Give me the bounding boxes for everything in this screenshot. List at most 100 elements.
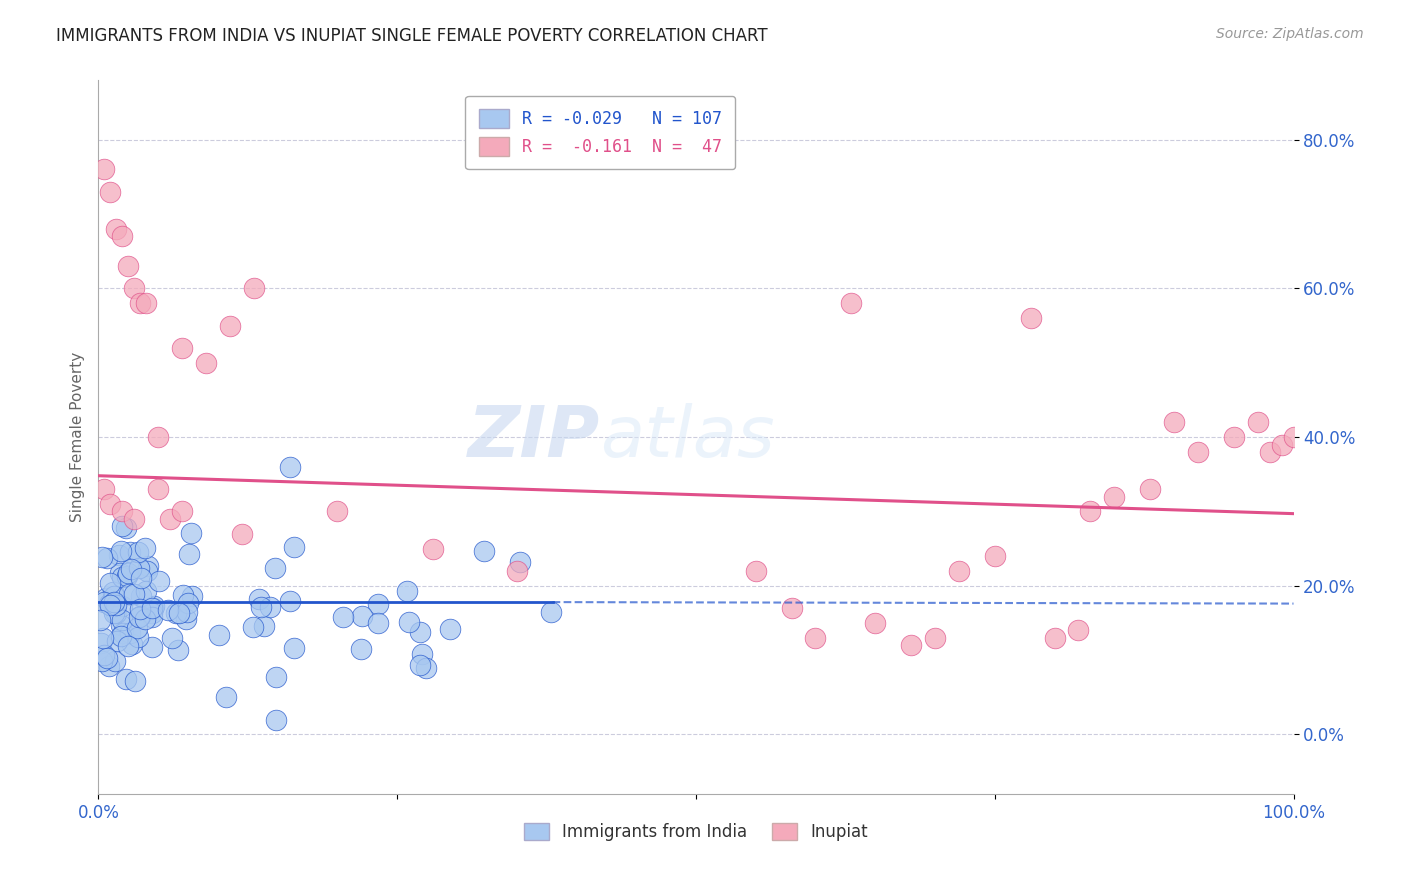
Point: [110, 543, 132, 558]
Point: [166, 643, 188, 657]
Point: [117, 566, 139, 580]
Point: [111, 504, 134, 518]
Point: [439, 622, 461, 636]
Text: atlas: atlas: [600, 402, 775, 472]
Point: [948, 564, 970, 578]
Point: [118, 587, 141, 601]
Point: [411, 648, 433, 662]
Point: [134, 541, 156, 555]
Point: [1247, 415, 1270, 429]
Point: [141, 606, 163, 620]
Point: [110, 618, 132, 632]
Point: [122, 587, 145, 601]
Point: [924, 631, 946, 645]
Point: [135, 564, 157, 578]
Point: [120, 562, 142, 576]
Point: [242, 620, 264, 634]
Point: [141, 609, 163, 624]
Point: [128, 561, 150, 575]
Point: [98, 497, 122, 511]
Point: [215, 690, 238, 704]
Point: [91, 631, 114, 645]
Point: [176, 605, 198, 619]
Point: [350, 609, 373, 624]
Point: [98, 658, 121, 673]
Point: [250, 599, 273, 614]
Point: [180, 526, 202, 541]
Point: [409, 625, 432, 640]
Point: [283, 640, 305, 655]
Point: [509, 555, 531, 569]
Point: [124, 281, 146, 295]
Point: [159, 512, 181, 526]
Point: [195, 356, 218, 370]
Point: [98, 185, 122, 199]
Point: [177, 596, 200, 610]
Point: [103, 606, 125, 620]
Point: [172, 504, 194, 518]
Point: [264, 670, 287, 684]
Point: [332, 610, 354, 624]
Point: [367, 615, 389, 630]
Point: [422, 541, 444, 556]
Point: [105, 606, 128, 620]
Point: [105, 222, 128, 236]
Point: [1080, 504, 1102, 518]
Point: [121, 637, 143, 651]
Point: [326, 504, 349, 518]
Point: [1139, 482, 1161, 496]
Point: [395, 584, 418, 599]
Point: [177, 547, 200, 561]
Point: [129, 571, 152, 585]
Point: [398, 615, 420, 630]
Point: [1282, 430, 1305, 444]
Legend: Immigrants from India, Inupiat: Immigrants from India, Inupiat: [516, 815, 876, 850]
Point: [129, 608, 152, 623]
Point: [117, 640, 139, 654]
Point: [108, 548, 131, 562]
Point: [745, 564, 768, 578]
Point: [219, 318, 242, 333]
Point: [984, 549, 1007, 563]
Point: [108, 566, 131, 581]
Point: [91, 654, 114, 668]
Point: [111, 570, 134, 584]
Point: [474, 544, 496, 558]
Point: [1187, 445, 1209, 459]
Point: [127, 545, 149, 559]
Point: [111, 519, 134, 533]
Point: [93, 162, 115, 177]
Point: [96, 551, 118, 566]
Point: [415, 661, 437, 675]
Point: [103, 589, 125, 603]
Point: [350, 641, 373, 656]
Point: [249, 592, 271, 607]
Point: [208, 627, 231, 641]
Point: [900, 638, 922, 652]
Point: [141, 600, 163, 615]
Point: [367, 597, 389, 611]
Point: [93, 648, 115, 662]
Point: [125, 621, 148, 635]
Point: [120, 545, 142, 559]
Point: [409, 657, 432, 672]
Point: [1067, 624, 1090, 638]
Point: [278, 593, 301, 607]
Point: [278, 459, 301, 474]
Point: [165, 606, 187, 620]
Point: [143, 599, 166, 614]
Point: [264, 561, 287, 575]
Point: [111, 613, 134, 627]
Point: [283, 541, 305, 555]
Y-axis label: Single Female Poverty: Single Female Poverty: [69, 352, 84, 522]
Point: [135, 584, 157, 599]
Point: [115, 672, 138, 686]
Point: [117, 259, 139, 273]
Point: [129, 296, 152, 310]
Point: [142, 600, 165, 615]
Point: [231, 526, 253, 541]
Point: [264, 713, 287, 727]
Text: IMMIGRANTS FROM INDIA VS INUPIAT SINGLE FEMALE POVERTY CORRELATION CHART: IMMIGRANTS FROM INDIA VS INUPIAT SINGLE …: [56, 27, 768, 45]
Point: [96, 651, 118, 665]
Point: [136, 558, 159, 573]
